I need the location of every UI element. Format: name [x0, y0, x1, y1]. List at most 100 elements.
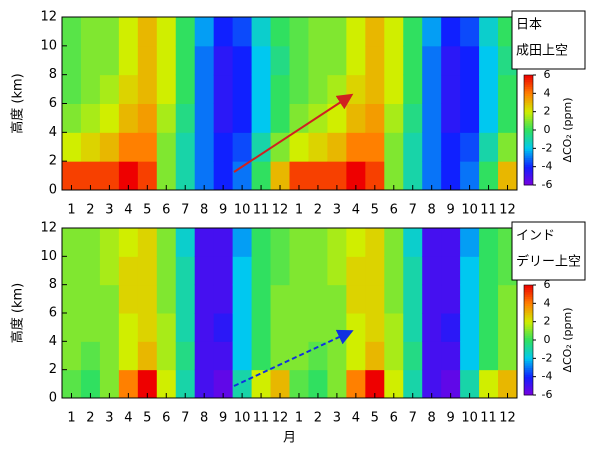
heat-cell [175, 369, 196, 399]
heat-cell [441, 132, 461, 162]
x-tick-label: 7 [181, 411, 189, 426]
heat-cell [62, 284, 82, 314]
heat-cell [232, 103, 253, 133]
colorbar-step [524, 358, 533, 362]
colorbar-step [524, 81, 533, 85]
heat-cell [213, 256, 234, 286]
heat-cell [194, 313, 215, 342]
y-axis-label: 高度 (km) [10, 283, 26, 343]
colorbar-step [524, 118, 533, 122]
colorbar-tick-label: -2 [542, 351, 553, 364]
heat-cell [422, 284, 442, 314]
heat-cell [327, 132, 347, 162]
colorbar-step [524, 388, 533, 391]
heat-cell [327, 284, 347, 314]
heat-cell [156, 161, 177, 191]
colorbar-step [524, 289, 533, 293]
heat-cell [213, 74, 234, 104]
heat-cell [460, 369, 480, 399]
heat-cell [327, 45, 347, 76]
heat-cell [80, 313, 101, 342]
colorbar-step [524, 344, 533, 348]
x-tick-label: 2 [86, 203, 94, 218]
heat-cell [460, 103, 480, 133]
colorbar-step [524, 143, 533, 147]
heat-cell [213, 132, 234, 162]
heat-cell [289, 313, 309, 342]
x-tick-label: 2 [86, 411, 94, 426]
heat-cell [251, 256, 272, 286]
heat-cell [80, 228, 101, 257]
heat-cell [99, 103, 120, 133]
heat-cell [62, 313, 82, 342]
heat-cell [365, 313, 385, 342]
heat-cell [118, 161, 139, 191]
heat-cell [308, 132, 328, 162]
x-tick-label: 5 [371, 203, 379, 218]
heat-cell [479, 161, 499, 191]
colorbar-step [524, 93, 533, 97]
heat-cell [289, 45, 309, 76]
colorbar-tick-label: 4 [544, 86, 551, 99]
heat-cell [232, 369, 253, 399]
colorbar-step [524, 132, 533, 135]
heat-cell [62, 17, 82, 47]
heat-cell [441, 228, 461, 257]
heat-cell [365, 74, 385, 104]
heat-cell [270, 256, 290, 286]
x-tick-label: 10 [461, 411, 478, 426]
heat-cell [422, 228, 442, 257]
heat-cell [194, 45, 215, 76]
heat-cell [99, 313, 120, 342]
heat-cell [479, 17, 499, 47]
x-tick-label: 1 [295, 203, 303, 218]
heat-cell [99, 132, 120, 162]
heat-cell [346, 103, 366, 133]
heat-cell [213, 45, 234, 76]
x-tick-label: 12 [499, 411, 516, 426]
colorbar-tick-label: -6 [542, 388, 553, 401]
heat-cell [80, 369, 101, 399]
heat-cell [498, 132, 518, 162]
heat-cell [194, 17, 215, 47]
colorbar-step [524, 333, 533, 336]
heat-cell [498, 313, 518, 342]
x-tick-label: 10 [234, 203, 251, 218]
x-tick-label: 6 [390, 411, 398, 426]
heat-cell [422, 313, 442, 342]
heat-cell [62, 256, 82, 286]
heat-cell [251, 284, 272, 314]
heat-cell [403, 103, 423, 133]
heat-cell [346, 132, 366, 162]
heat-cell [441, 17, 461, 47]
heat-cell [327, 103, 347, 133]
x-tick-label: 10 [234, 411, 251, 426]
heat-cell [327, 369, 347, 399]
colorbar-step [524, 168, 533, 172]
colorbar-step [524, 390, 533, 394]
heat-cell [118, 313, 139, 342]
heat-cell [346, 284, 366, 314]
x-tick-label: 10 [461, 203, 478, 218]
x-tick-label: 4 [352, 411, 360, 426]
y-tick-label: 4 [49, 125, 57, 140]
heat-cell [460, 341, 480, 371]
colorbar-step [524, 148, 533, 152]
heat-cell [460, 45, 480, 76]
colorbar-step [524, 340, 533, 343]
heat-cell [137, 228, 158, 257]
heat-cell [62, 74, 82, 104]
heat-cell [441, 313, 461, 342]
colorbar-step [524, 139, 533, 142]
colorbar-step [524, 296, 533, 300]
heat-cell [118, 132, 139, 162]
colorbar-step [524, 84, 533, 87]
trend-arrow [233, 93, 354, 173]
heat-cell [194, 74, 215, 104]
heat-cell [99, 228, 120, 257]
heat-cell [308, 74, 328, 104]
colorbar-step [524, 166, 533, 170]
heat-cell [308, 228, 328, 257]
heat-cell [327, 17, 347, 47]
heat-cell [156, 45, 177, 76]
